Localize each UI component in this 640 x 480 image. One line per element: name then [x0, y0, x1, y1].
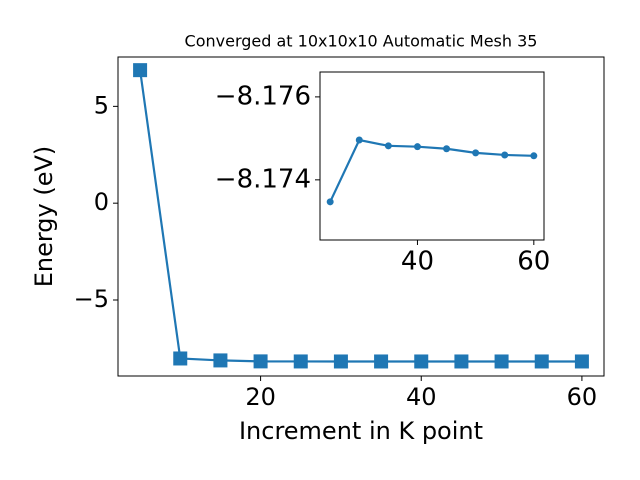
axes-frame: [117, 56, 605, 377]
marker: [253, 354, 268, 369]
data-line: [329, 138, 534, 203]
marker: [501, 151, 509, 159]
marker: [413, 143, 421, 151]
marker: [374, 354, 389, 369]
marker: [293, 354, 308, 369]
marker: [534, 354, 549, 369]
y-tick-label: −8.176: [215, 81, 311, 111]
marker: [173, 351, 188, 366]
x-tick-label: 60: [567, 383, 598, 411]
marker: [494, 354, 509, 369]
x-tick-label: 20: [245, 383, 276, 411]
x-tick-label: 40: [401, 247, 434, 277]
marker: [414, 354, 429, 369]
marker: [454, 354, 469, 369]
x-tick-label: 40: [406, 383, 437, 411]
marker: [355, 136, 363, 144]
y-tick-label: −8.174: [215, 164, 311, 194]
axes-frame: [319, 71, 545, 241]
marker: [133, 63, 148, 78]
marker: [443, 145, 451, 153]
marker: [333, 354, 348, 369]
marker: [472, 149, 480, 157]
y-tick-label: −5: [74, 285, 109, 313]
marker: [574, 354, 589, 369]
y-tick-label: 0: [94, 188, 109, 216]
y-axis-label: Energy (eV): [30, 146, 58, 288]
x-tick-label: 60: [517, 247, 550, 277]
x-axis-label: Increment in K point: [239, 417, 483, 445]
chart-title: Converged at 10x10x10 Automatic Mesh 35: [185, 32, 538, 51]
marker: [326, 198, 334, 206]
y-tick-label: 5: [94, 91, 109, 119]
marker: [213, 353, 228, 368]
marker: [530, 152, 538, 160]
marker: [384, 142, 392, 150]
